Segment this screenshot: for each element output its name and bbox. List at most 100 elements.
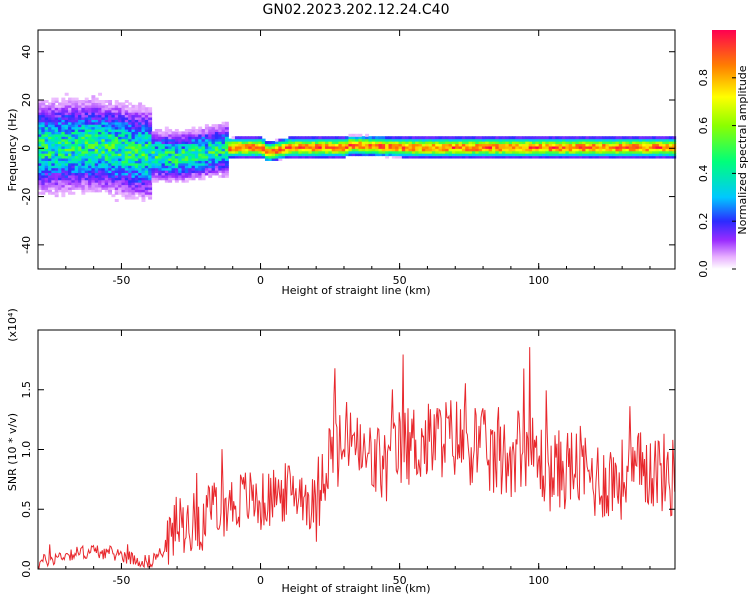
spectrogram-cells (38, 92, 677, 202)
spectrogram-cell (51, 167, 56, 171)
spectrogram-cell (41, 148, 46, 152)
spectrogram-cell (88, 165, 93, 169)
spectrogram-cell (345, 136, 350, 140)
spectrogram-cell (218, 148, 223, 152)
spectrogram-cell (144, 153, 149, 157)
spectrogram-cell (168, 155, 173, 159)
spectrogram-cell (538, 150, 543, 154)
spectrogram-cell (138, 179, 143, 183)
spectrogram-cell (148, 119, 153, 123)
spectrogram-cell (58, 170, 62, 174)
spectrogram-cell (635, 138, 640, 142)
spectrogram-cell (48, 136, 52, 140)
spectrogram-cell (44, 160, 49, 164)
spectrogram-cell (201, 150, 206, 154)
spectrogram-cell (71, 155, 76, 159)
spectrogram-cell (128, 160, 133, 164)
spectrogram-cell (305, 155, 309, 159)
spectrogram-cell (645, 138, 650, 142)
spectrogram-cell (81, 186, 86, 190)
spectrogram-cell (64, 114, 69, 118)
spectrogram-cell (154, 179, 159, 183)
spectrogram-cell (128, 150, 133, 154)
spectrogram-cell (128, 121, 133, 125)
spectrogram-cell (91, 177, 96, 181)
spectrogram-cell (538, 148, 543, 152)
spectrogram-cell (635, 150, 640, 154)
spectrogram-cell (98, 92, 103, 96)
spectrogram-cell (164, 162, 169, 166)
spectrogram-x-tick-label: -50 (112, 274, 130, 287)
spectrogram-cell (218, 124, 223, 128)
spectrogram-cell (194, 153, 199, 157)
spectrogram-cell (498, 148, 503, 152)
spectrogram-cell (558, 145, 563, 149)
spectrogram-cell (84, 104, 89, 108)
spectrogram-cell (54, 194, 59, 198)
spectrogram-cell (371, 150, 376, 154)
spectrogram-cell (345, 145, 350, 149)
spectrogram-cell (642, 141, 647, 145)
spectrogram-cell (148, 155, 153, 159)
spectrogram-cell (118, 119, 123, 123)
spectrogram-cell (184, 143, 189, 147)
spectrogram-cell (395, 136, 400, 140)
spectrogram-cell (311, 141, 316, 145)
spectrogram-cell (134, 153, 139, 157)
spectrogram-cell (615, 153, 620, 157)
spectrogram-cell (638, 150, 643, 154)
spectrogram-cell (84, 133, 89, 137)
spectrogram-cell (178, 162, 183, 166)
spectrogram-cell (164, 170, 169, 174)
spectrogram-cell (151, 179, 156, 183)
spectrogram-cell (74, 172, 79, 176)
spectrogram-cell (625, 155, 630, 159)
spectrogram-cell (101, 119, 106, 123)
spectrogram-cell (151, 131, 156, 135)
spectrogram-cell (501, 143, 506, 147)
spectrogram-cell (375, 145, 380, 149)
spectrogram-cell (131, 170, 136, 174)
spectrogram-cell (114, 109, 119, 113)
spectrogram-cell (158, 153, 163, 157)
spectrogram-cell (508, 150, 513, 154)
spectrogram-cell (51, 157, 56, 161)
spectrogram-cell (608, 150, 613, 154)
spectrogram-cell (348, 148, 353, 152)
spectrogram-cell (545, 155, 550, 159)
spectrogram-cell (91, 136, 96, 140)
spectrogram-cell (555, 150, 560, 154)
spectrogram-cell (64, 138, 69, 142)
spectrogram-cell (134, 167, 139, 171)
spectrogram-cell (188, 143, 193, 147)
spectrogram-cell (44, 131, 49, 135)
spectrogram-cell (84, 150, 89, 154)
spectrogram-cell (74, 128, 79, 132)
spectrogram-cell (221, 162, 226, 166)
spectrogram-cell (58, 121, 62, 125)
spectrogram-cell (648, 141, 653, 145)
spectrogram-cell (301, 141, 306, 145)
spectrogram-cell (538, 155, 543, 159)
spectrogram-cell (602, 150, 607, 154)
spectrogram-cell (174, 148, 179, 152)
spectrogram-cell (148, 186, 153, 190)
spectrogram-cell (612, 136, 617, 140)
spectrogram-cell (71, 167, 76, 171)
spectrogram-cell (71, 104, 76, 108)
spectrogram-cell (111, 153, 116, 157)
spectrogram-cell (201, 153, 206, 157)
spectrogram-cell (38, 150, 42, 154)
spectrogram-cell (308, 141, 313, 145)
spectrogram-cell (74, 174, 79, 178)
spectrogram-cell (498, 155, 503, 159)
spectrogram-cell (341, 145, 346, 149)
spectrogram-cell (148, 121, 153, 125)
spectrogram-cell (588, 155, 593, 159)
spectrogram-cell (622, 155, 627, 159)
spectrogram-cell (214, 157, 219, 161)
spectrogram-cell (61, 97, 66, 101)
spectrogram-cell (154, 160, 159, 164)
spectrogram-cell (144, 177, 149, 181)
